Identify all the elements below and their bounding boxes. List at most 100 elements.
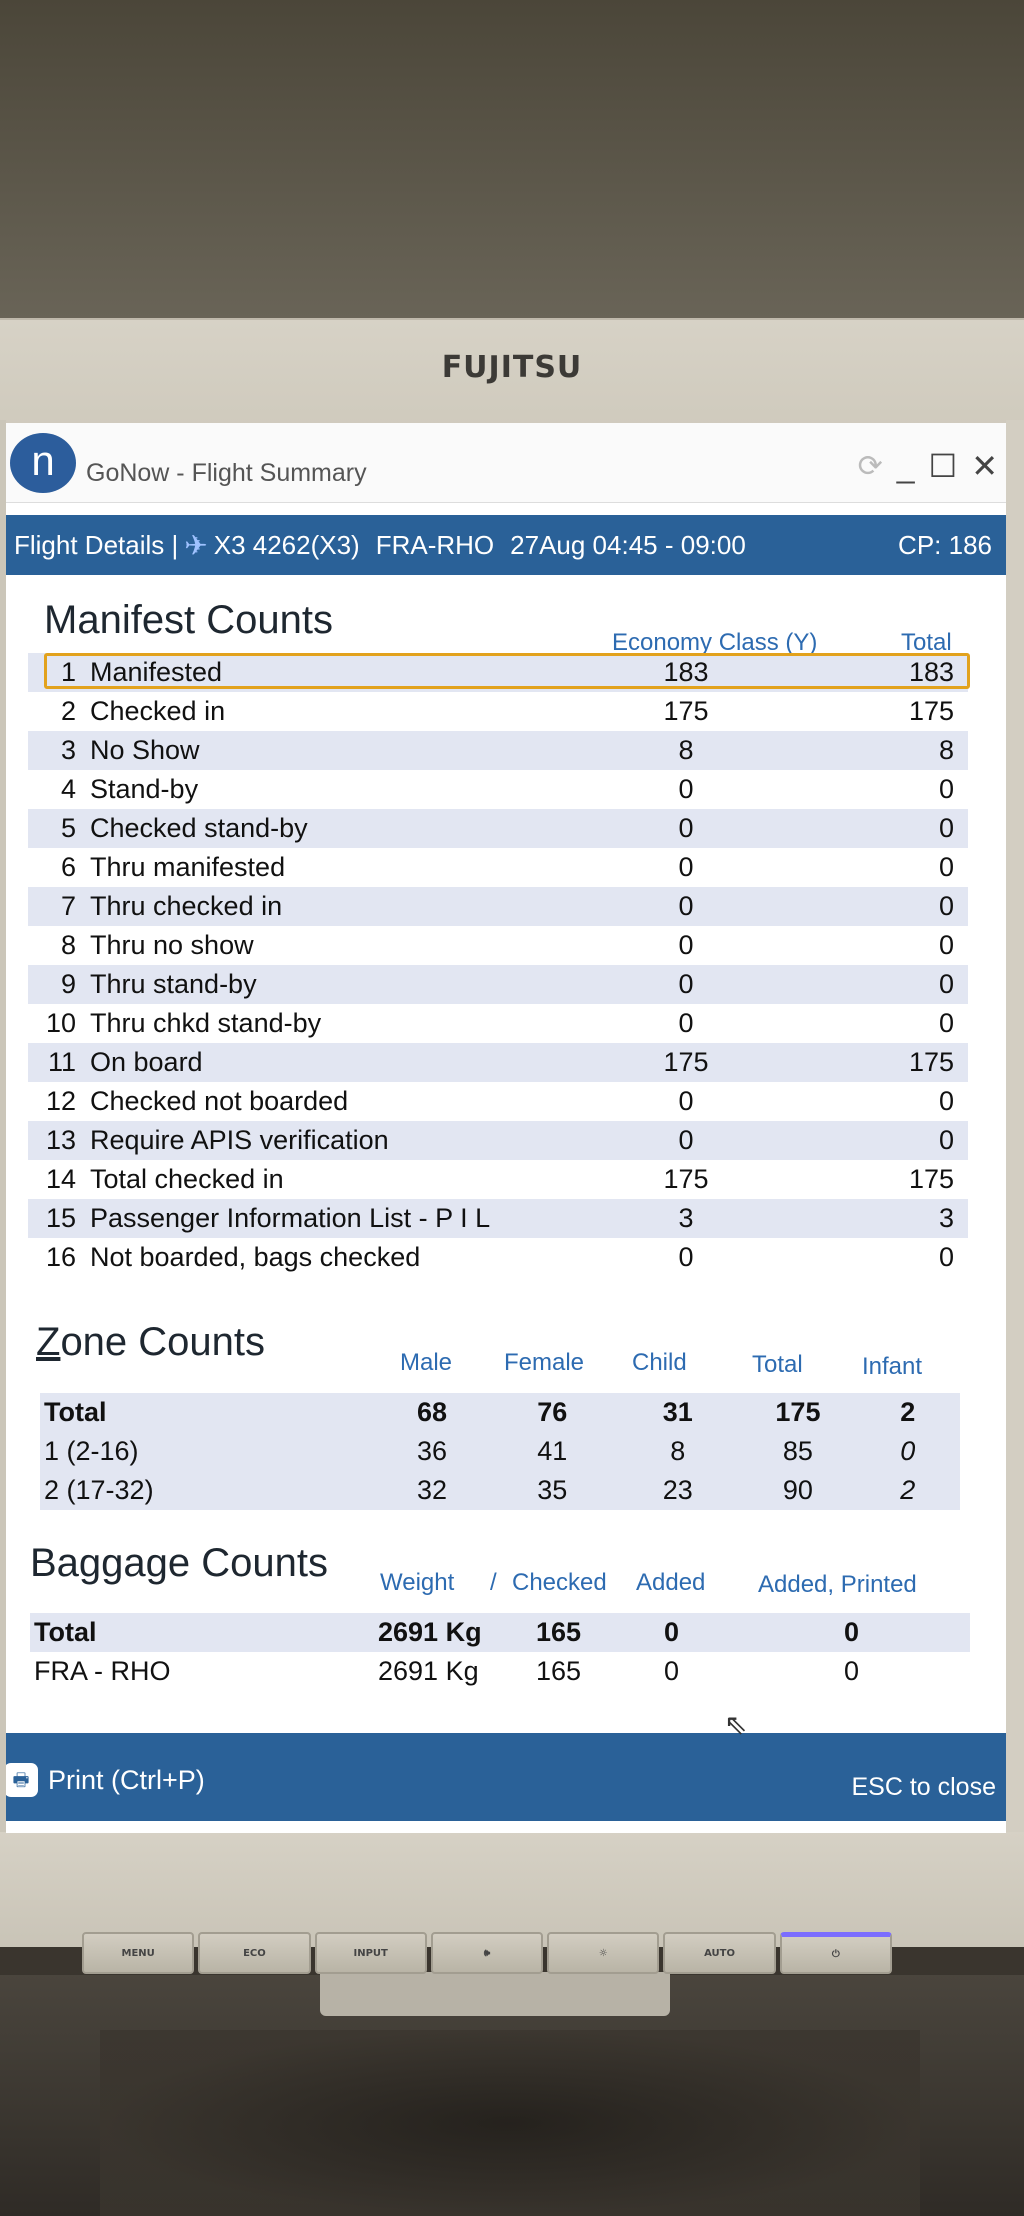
manifest-total-value: 0	[938, 1008, 954, 1038]
manifest-row-number: 9	[28, 965, 86, 1004]
bag-col-added-printed: Added, Printed	[758, 1571, 917, 1598]
zone-table: Total 68 76 31 175 2 1 (2-16) 36 41 8 85 0 2 (17-32)…	[40, 1393, 960, 1510]
manifest-row[interactable]: 5 Checked stand-by 0 0	[28, 809, 968, 848]
baggage-row[interactable]: Total 2691 Kg 165 0 0	[30, 1613, 970, 1652]
zone-row-label: 2 (17-32)	[40, 1471, 375, 1510]
manifest-row[interactable]: 12 Checked not boarded 0 0	[28, 1082, 968, 1121]
baggage-row-label: FRA - RHO	[34, 1656, 171, 1686]
printer-icon[interactable]: 🖶	[6, 1763, 38, 1797]
manifest-row-number: 6	[60, 852, 76, 882]
manifest-row[interactable]: 9 Thru stand-by 0 0	[28, 965, 968, 1004]
window-controls: ⟳ _ ☐ ✕	[858, 447, 998, 485]
flight-date-time: 27Aug 04:45 - 09:00	[510, 529, 746, 560]
manifest-economy-value: 0	[606, 887, 766, 926]
monitor-eco-button[interactable]: ECO	[198, 1932, 311, 1974]
monitor-power-button[interactable]: ⏻	[779, 1932, 892, 1974]
zone-row[interactable]: Total 68 76 31 175 2	[40, 1393, 960, 1432]
flight-details-label: Flight Details |	[14, 529, 179, 560]
close-icon[interactable]: ✕	[971, 448, 998, 484]
baggage-checked-value: 165	[532, 1613, 660, 1652]
flight-route: FRA-RHO	[375, 529, 495, 560]
baggage-row[interactable]: FRA - RHO 2691 Kg 165 0 0	[30, 1652, 970, 1691]
manifest-row[interactable]: 1 Manifested 183 183	[28, 653, 968, 692]
monitor-volume-button[interactable]: 🕪	[430, 1932, 544, 1974]
manifest-row-number: 8	[60, 930, 76, 960]
manifest-total-value: 0	[938, 1086, 954, 1116]
manifest-economy-value: 175	[663, 696, 709, 726]
background-wall	[0, 0, 1024, 330]
manifest-economy-value: 183	[606, 653, 766, 692]
baggage-added-value: 0	[660, 1613, 840, 1652]
bag-col-added: Added	[636, 1569, 706, 1596]
manifest-row[interactable]: 13 Require APIS verification 0 0	[28, 1121, 968, 1160]
baggage-checked-value: 165	[536, 1656, 582, 1686]
zone-total-value: 175	[740, 1393, 856, 1432]
zone-counts-title: Zone Counts	[36, 1320, 266, 1364]
manifest-row[interactable]: 2 Checked in 175 175	[28, 692, 968, 731]
monitor-auto-button[interactable]: AUTO	[663, 1932, 776, 1974]
manifest-row[interactable]: 3 No Show 8 8	[28, 731, 968, 770]
monitor-bezel-bottom	[0, 1832, 1024, 1947]
manifest-economy-value: 0	[678, 1086, 694, 1116]
manifest-row[interactable]: 7 Thru checked in 0 0	[28, 887, 968, 926]
baggage-printed-value: 0	[844, 1656, 860, 1686]
manifest-economy-value: 8	[606, 731, 766, 770]
manifest-economy-value: 0	[606, 809, 766, 848]
monitor-input-button[interactable]: INPUT	[314, 1932, 427, 1974]
manifest-row-number: 1	[28, 653, 86, 692]
manifest-row[interactable]: 14 Total checked in 175 175	[28, 1160, 968, 1199]
manifest-row-label: Thru stand-by	[86, 965, 606, 1004]
manifest-economy-value: 0	[678, 1008, 694, 1038]
manifest-row[interactable]: 11 On board 175 175	[28, 1043, 968, 1082]
manifest-economy-value: 0	[678, 852, 694, 882]
zone-child-value: 8	[614, 1432, 741, 1471]
esc-close-hint: ESC to close	[851, 1773, 996, 1801]
zone-col-child: Child	[632, 1349, 687, 1376]
monitor-bezel-right	[1006, 420, 1024, 1840]
manifest-total-value: 0	[938, 852, 954, 882]
manifest-economy-value: 0	[678, 774, 694, 804]
manifest-row-number: 7	[28, 887, 86, 926]
manifest-total-value: 0	[766, 1121, 968, 1160]
manifest-economy-value: 3	[606, 1199, 766, 1238]
manifest-row-number: 2	[60, 696, 76, 726]
print-button[interactable]: Print (Ctrl+P)	[48, 1765, 205, 1795]
zone-row-label: Total	[40, 1393, 375, 1432]
zone-male-value: 68	[374, 1393, 490, 1432]
zone-total-value: 85	[740, 1432, 856, 1471]
manifest-row-label: Thru chkd stand-by	[90, 1008, 322, 1038]
monitor-brightness-button[interactable]: ☼	[547, 1932, 660, 1974]
manifest-row[interactable]: 4 Stand-by 0 0	[28, 770, 968, 809]
window-titlebar[interactable]: n GoNow - Flight Summary ⟳ _ ☐ ✕	[6, 423, 1006, 503]
zone-row[interactable]: 2 (17-32) 32 35 23 90 2	[40, 1471, 960, 1510]
zone-female-value: 41	[489, 1432, 615, 1471]
minimize-icon[interactable]: _	[896, 447, 915, 484]
zone-col-female: Female	[504, 1349, 585, 1376]
manifest-row-number: 3	[28, 731, 86, 770]
manifest-row[interactable]: 8 Thru no show 0 0	[28, 926, 968, 965]
manifest-row[interactable]: 6 Thru manifested 0 0	[28, 848, 968, 887]
manifest-row[interactable]: 16 Not boarded, bags checked 0 0	[28, 1238, 968, 1277]
zone-child-value: 23	[614, 1471, 741, 1510]
manifest-total-value: 183	[766, 653, 968, 692]
zone-counts-title-rest: one Counts	[60, 1320, 266, 1364]
refresh-icon[interactable]: ⟳	[857, 449, 883, 483]
manifest-total-value: 175	[908, 1164, 954, 1194]
manifest-row-number: 15	[28, 1199, 86, 1238]
cp-count: CP: 186	[898, 530, 992, 560]
manifest-economy-value: 0	[606, 1121, 766, 1160]
manifest-total-value: 0	[938, 930, 954, 960]
manifest-economy-value: 175	[663, 1164, 709, 1194]
manifest-row-label: Passenger Information List - P I L	[86, 1199, 606, 1238]
zone-infant-value: 2	[855, 1393, 960, 1432]
zone-row[interactable]: 1 (2-16) 36 41 8 85 0	[40, 1432, 960, 1471]
zone-row-label: 1 (2-16)	[40, 1432, 375, 1471]
manifest-row-label: Checked in	[90, 696, 226, 726]
monitor-menu-button[interactable]: MENU	[82, 1932, 195, 1974]
manifest-total-value: 0	[938, 774, 954, 804]
manifest-col-economy: Economy Class (Y)	[612, 629, 818, 656]
baggage-weight-value: 2691 Kg	[378, 1656, 479, 1686]
manifest-row[interactable]: 10 Thru chkd stand-by 0 0	[28, 1004, 968, 1043]
maximize-icon[interactable]: ☐	[928, 448, 958, 484]
